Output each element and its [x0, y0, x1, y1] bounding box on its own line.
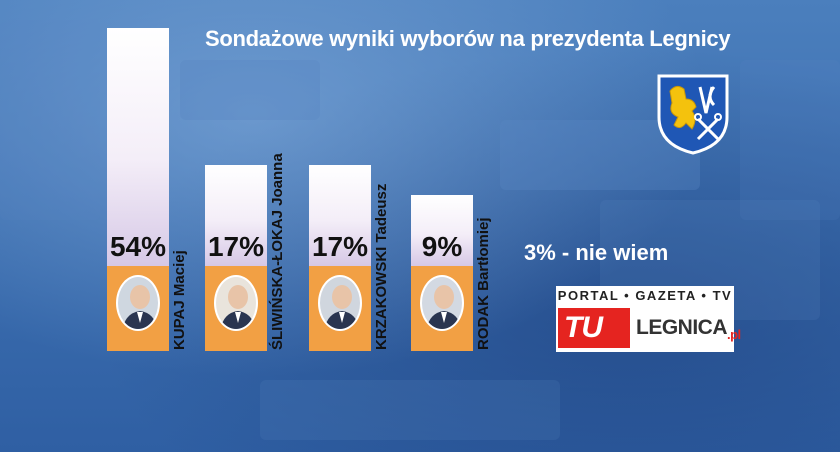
legnica-coat-of-arms-icon	[657, 74, 729, 155]
tu-legnica-logo: PORTAL • GAZETA • TV TU LEGNICA.pl	[556, 286, 741, 352]
bar-3	[309, 165, 371, 266]
candidate-name-label: ŚLIWIŃSKA-ŁOKAJ Joanna	[269, 153, 286, 350]
bar-value-label: 17%	[207, 231, 265, 262]
bar-2	[205, 165, 267, 266]
logo-tu-text: TU	[564, 311, 603, 344]
bar-1	[107, 28, 169, 266]
candidate-portrait-icon	[116, 275, 160, 331]
logo-tu-block: TU	[558, 308, 630, 348]
bar-4	[411, 195, 473, 266]
bar-value-label: 9%	[421, 231, 463, 262]
logo-tagline: PORTAL • GAZETA • TV	[557, 288, 733, 303]
bar-value-label: 54%	[109, 231, 167, 262]
candidate-name-label: RODAK Bartłomiej	[475, 217, 492, 350]
candidate-portrait-icon	[214, 275, 258, 331]
logo-name-text: LEGNICA	[636, 316, 728, 339]
bar-value-label: 17%	[311, 231, 369, 262]
chart-title: Sondażowe wyniki wyborów na prezydenta L…	[205, 26, 731, 51]
candidate-name-label: KUPAJ Maciej	[171, 250, 188, 350]
note-dont-know: 3% - nie wiem	[524, 240, 669, 265]
candidate-portrait-icon	[318, 275, 362, 331]
logo-name: LEGNICA.pl	[636, 316, 741, 342]
candidate-name-label: KRZAKOWSKI Tadeusz	[373, 183, 390, 350]
candidate-portrait-icon	[420, 275, 464, 331]
logo-suffix: .pl	[727, 327, 741, 343]
